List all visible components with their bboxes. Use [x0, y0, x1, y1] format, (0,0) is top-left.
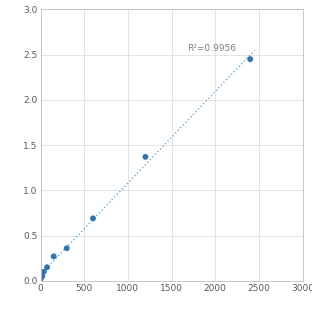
Point [40, 274, 45, 279]
Point [41, 269, 46, 274]
Point [45, 265, 50, 270]
Point [51, 254, 56, 259]
Text: R²=0.9956: R²=0.9956 [187, 44, 236, 53]
Point [248, 57, 253, 62]
Point [143, 154, 148, 159]
Point [38, 276, 43, 281]
Point [90, 216, 95, 221]
Point [64, 246, 69, 251]
